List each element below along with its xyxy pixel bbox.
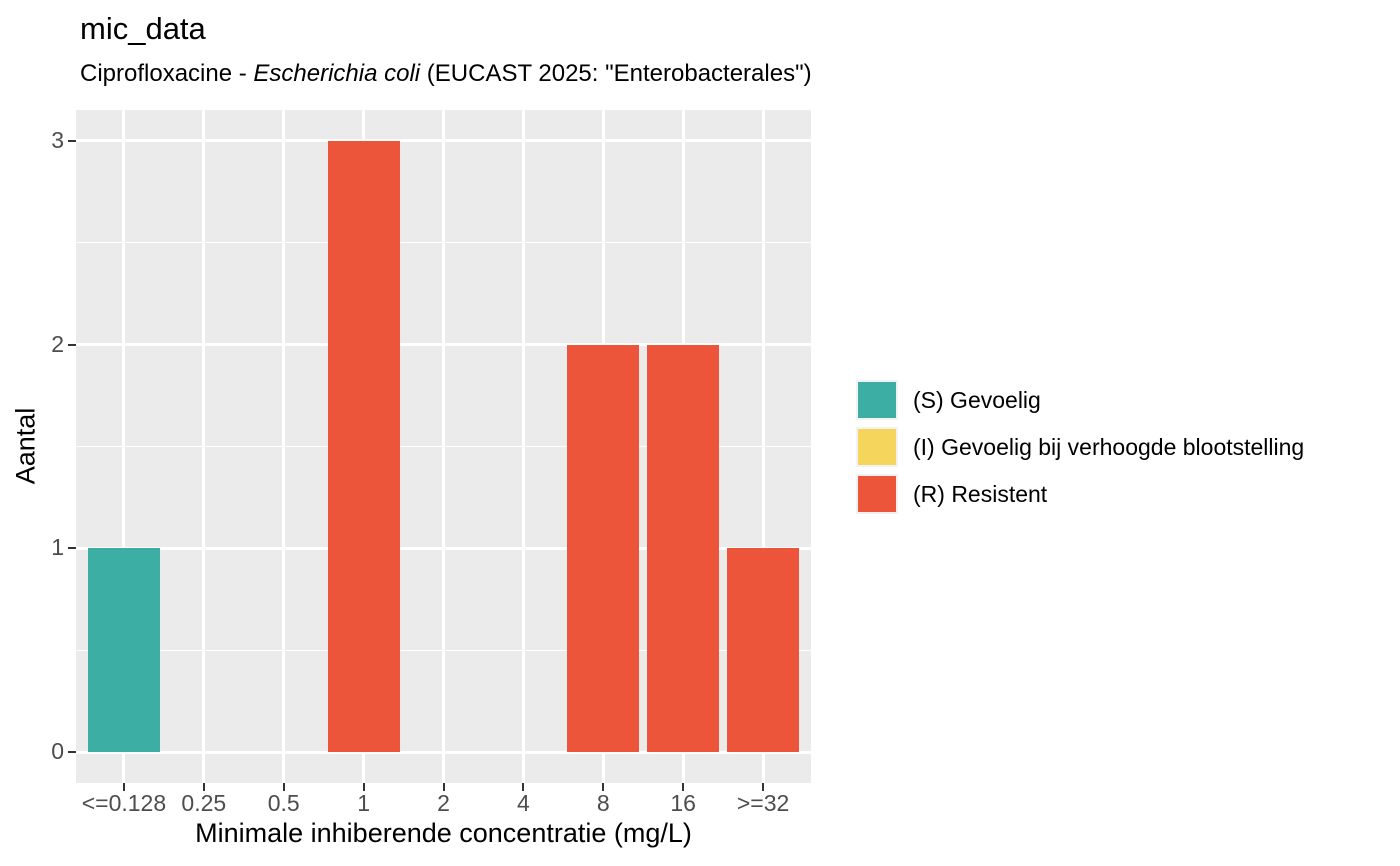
bar-<=0.128 [87,548,160,753]
legend-swatch-fill [858,476,896,512]
legend-swatch-fill [858,382,896,418]
bar-8 [567,344,640,753]
legend-swatch-susceptible [856,380,898,420]
legend-label-resistant: (R) Resistent [913,480,1048,507]
x-tick-label: >=32 [736,790,790,816]
y-tick-mark [68,139,76,142]
x-tick-mark [202,783,205,791]
x-tick-mark [522,783,525,791]
subtitle-species: Escherichia coli [253,60,421,87]
x-tick-label: 1 [357,790,370,816]
chart-subtitle: Ciprofloxacine - Escherichia coli (EUCAS… [80,60,812,89]
x-tick-mark [682,783,685,791]
legend-item-increased-exposure: (I) Gevoelig bij verhoogde blootstelling [856,427,1304,467]
bar->=32 [727,548,799,753]
gridline-major-vertical [521,110,525,783]
legend: (S) Gevoelig (I) Gevoelig bij verhoogde … [856,380,1304,521]
y-tick-label: 0 [51,738,64,765]
legend-swatch-fill [858,429,896,465]
legend-item-susceptible: (S) Gevoelig [856,380,1304,420]
gridline-major-vertical [761,110,765,783]
legend-label-increased-exposure: (I) Gevoelig bij verhoogde blootstelling [913,433,1305,460]
bar-1 [327,140,400,753]
legend-swatch-resistant [856,474,898,514]
x-tick-mark [762,783,765,791]
gridline-major-vertical [202,110,206,783]
y-tick-mark [68,343,76,346]
x-axis-title: Minimale inhiberende concentratie (mg/L) [195,818,692,848]
plot-panel [76,110,811,783]
gridline-major-vertical [122,110,126,783]
chart-title: mic_data [80,11,206,46]
x-tick-label: 0.5 [267,790,300,816]
x-tick-label: 2 [437,790,450,816]
gridline-major-vertical [442,110,445,783]
legend-label-susceptible: (S) Gevoelig [913,386,1041,413]
y-tick-label: 3 [51,126,64,153]
y-tick-label: 1 [51,534,64,561]
y-axis-title: Aantal [10,407,41,485]
x-tick-label: 0.25 [181,790,227,816]
y-tick-label: 2 [51,330,64,357]
x-tick-mark [362,783,365,791]
x-tick-mark [442,783,445,791]
gridline-major-vertical [282,110,286,783]
x-tick-label: 8 [596,790,610,816]
subtitle-antibiotic: Ciprofloxacine - [80,60,254,87]
bar-16 [647,344,720,753]
legend-item-resistant: (R) Resistent [856,474,1304,514]
subtitle-guideline: (EUCAST 2025: "Enterobacterales") [420,60,812,87]
x-tick-mark [282,783,285,791]
x-tick-label: 16 [670,790,696,816]
x-tick-mark [602,783,605,791]
x-tick-label: <=0.128 [81,790,167,816]
y-tick-mark [68,751,76,754]
x-tick-label: 4 [516,790,530,816]
x-tick-mark [122,783,125,791]
y-tick-mark [68,547,76,550]
legend-swatch-increased-exposure [856,427,898,467]
